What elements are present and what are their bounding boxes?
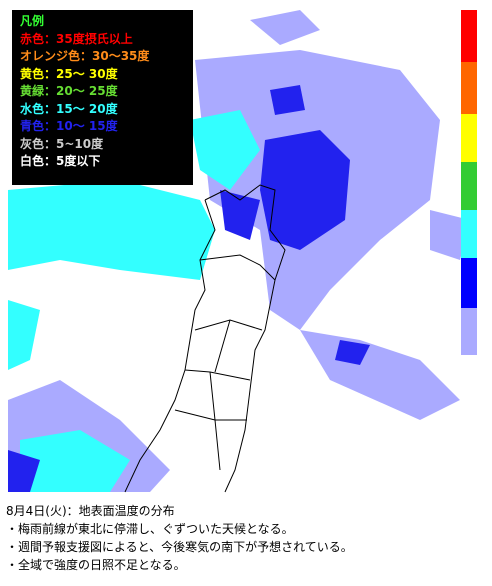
caption-title: 8月4日(火)：地表面温度の分布 [6, 504, 175, 518]
cloud-blue [8, 85, 370, 492]
legend-item: 白色：5度以下 [20, 154, 101, 168]
legend: 凡例 赤色：35度摂氏以上オレンジ色：30～35度 黄色：25～ 30度 黄緑：20… [12, 10, 193, 185]
legend-item: 黄色：25～ 30度 [20, 66, 118, 81]
legend-item: 灰色：5~10度 [20, 136, 104, 151]
caption-note: ・全域で強度の日照不足となる。 [6, 558, 186, 572]
legend-item: 青色：10～ 15度 [20, 119, 118, 133]
color-bar [461, 10, 477, 355]
legend-item: オレンジ色：30～35度 [20, 49, 150, 63]
legend-item: 水色：15～ 20度 [20, 101, 118, 116]
legend-item: 赤色：35度摂氏以上 [20, 31, 133, 46]
cloud-cyan [8, 110, 260, 492]
coastline [124, 184, 286, 493]
legend-title: 凡例 [20, 14, 45, 28]
map [8, 10, 477, 493]
caption-note: ・週間予報支援図によると、今後寒気の南下が予想されている。 [6, 540, 353, 554]
legend-item: 黄緑：20～ 25度 [20, 84, 118, 98]
caption-note: ・梅雨前線が東北に停滞し、ぐずついた天候となる。 [6, 522, 294, 536]
caption: 8月4日(火)：地表面温度の分布 ・梅雨前線が東北に停滞し、ぐずついた天候となる… [6, 502, 353, 574]
